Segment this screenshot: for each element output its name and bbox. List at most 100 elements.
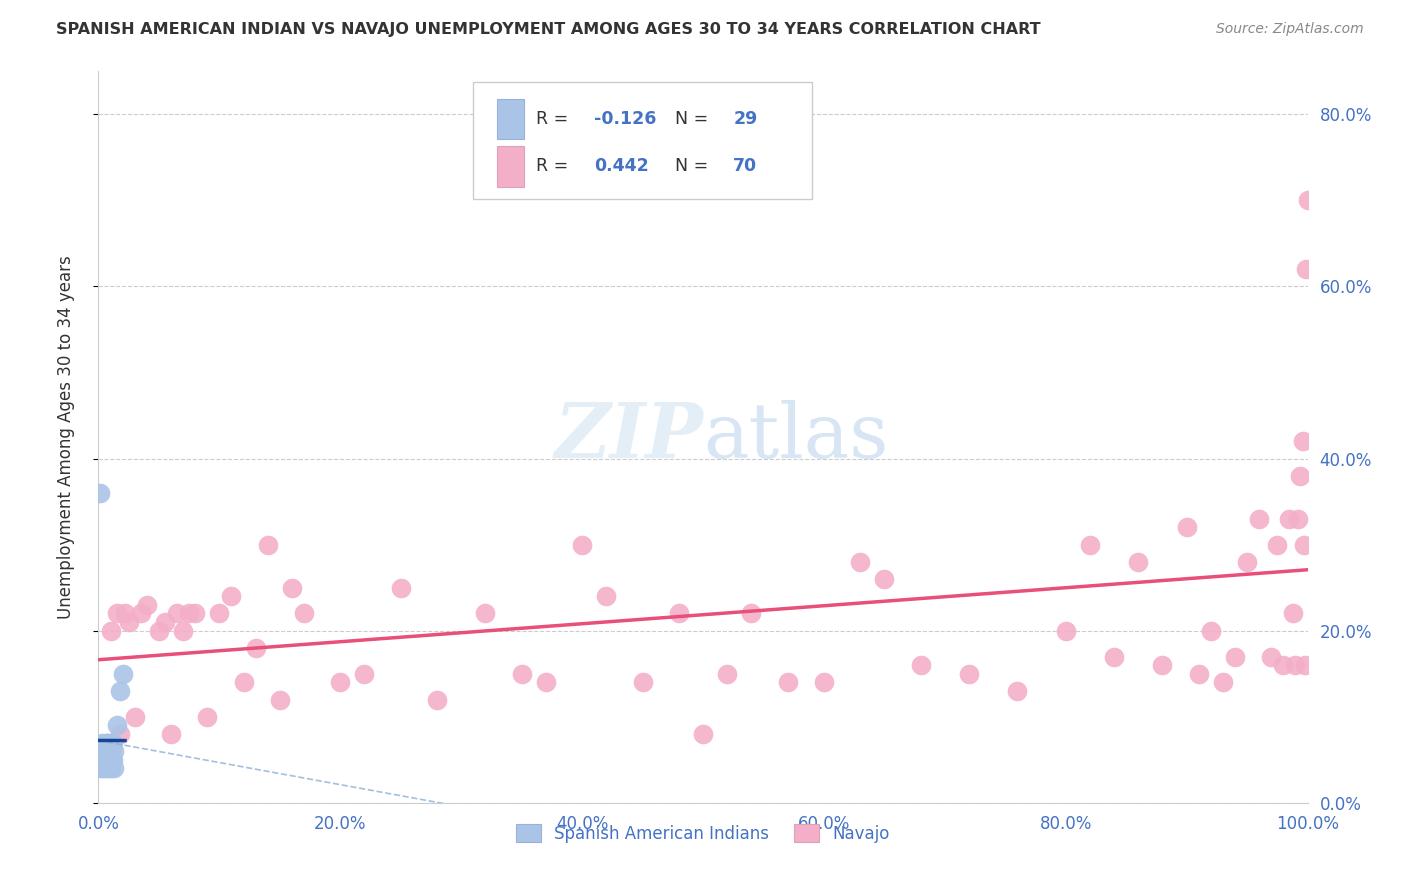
Point [93, 744, 115, 758]
Point [103, 744, 125, 758]
Point [873, 572, 896, 586]
Point [118, 615, 141, 629]
Point [1292, 434, 1315, 449]
Text: -0.126: -0.126 [595, 110, 657, 128]
Point [101, 735, 124, 749]
Point [195, 710, 218, 724]
Point [1294, 658, 1316, 673]
Point [221, 589, 243, 603]
Point [329, 675, 352, 690]
Text: 29: 29 [734, 110, 758, 128]
Legend: Spanish American Indians, Navajo: Spanish American Indians, Navajo [509, 818, 897, 849]
Point [957, 666, 980, 681]
Point [292, 607, 315, 621]
Point [1249, 512, 1271, 526]
Point [1296, 194, 1319, 208]
Point [98, 753, 121, 767]
Point [1284, 658, 1306, 673]
Bar [498, 99, 524, 139]
Point [571, 538, 593, 552]
Point [245, 640, 267, 655]
Text: ZIP: ZIP [554, 401, 703, 474]
Bar [498, 146, 524, 186]
Point [510, 666, 533, 681]
Point [153, 615, 176, 629]
Point [96, 735, 118, 749]
Point [100, 753, 122, 767]
Point [1054, 624, 1077, 638]
Point [353, 666, 375, 681]
Point [776, 675, 799, 690]
Point [692, 727, 714, 741]
Text: atlas: atlas [703, 401, 889, 474]
Point [94, 744, 117, 758]
Point [94, 735, 117, 749]
Point [89, 486, 111, 500]
Text: R =: R = [536, 158, 574, 176]
Point [740, 607, 762, 621]
Point [1152, 658, 1174, 673]
Point [89, 761, 111, 775]
Point [813, 675, 835, 690]
Point [1007, 684, 1029, 698]
Point [90, 744, 112, 758]
Point [716, 666, 738, 681]
Point [910, 658, 932, 673]
Text: N =: N = [675, 110, 714, 128]
Point [1078, 538, 1101, 552]
Point [90, 753, 112, 767]
Text: N =: N = [675, 158, 714, 176]
Point [100, 735, 122, 749]
Point [1199, 624, 1222, 638]
Point [1260, 649, 1282, 664]
Point [100, 761, 122, 775]
Point [108, 684, 131, 698]
Point [1175, 520, 1198, 534]
Point [166, 607, 188, 621]
Point [103, 761, 125, 775]
Point [426, 692, 449, 706]
Point [1282, 607, 1305, 621]
FancyBboxPatch shape [474, 82, 811, 200]
Point [1292, 538, 1315, 552]
Point [91, 735, 114, 749]
Point [1267, 538, 1289, 552]
Point [93, 753, 115, 767]
Point [148, 624, 170, 638]
Point [91, 761, 114, 775]
Point [184, 607, 207, 621]
Point [98, 735, 121, 749]
Point [124, 710, 146, 724]
Point [172, 624, 194, 638]
Point [1289, 468, 1312, 483]
Point [1278, 512, 1301, 526]
Point [105, 607, 128, 621]
Point [1212, 675, 1234, 690]
Point [256, 538, 278, 552]
Point [160, 727, 183, 741]
Point [668, 607, 690, 621]
Point [91, 753, 114, 767]
Point [129, 607, 152, 621]
Text: SPANISH AMERICAN INDIAN VS NAVAJO UNEMPLOYMENT AMONG AGES 30 TO 34 YEARS CORRELA: SPANISH AMERICAN INDIAN VS NAVAJO UNEMPL… [56, 22, 1040, 37]
Point [474, 607, 496, 621]
Text: 0.442: 0.442 [595, 158, 650, 176]
Point [1286, 512, 1309, 526]
Y-axis label: Unemployment Among Ages 30 to 34 years: Unemployment Among Ages 30 to 34 years [56, 255, 75, 619]
Point [97, 761, 120, 775]
Point [111, 666, 134, 681]
Point [1102, 649, 1125, 664]
Point [1128, 555, 1150, 569]
Point [114, 607, 136, 621]
Point [269, 692, 291, 706]
Text: Source: ZipAtlas.com: Source: ZipAtlas.com [1216, 22, 1364, 37]
Point [108, 727, 131, 741]
Point [100, 624, 122, 638]
Point [595, 589, 617, 603]
Point [135, 598, 157, 612]
Point [631, 675, 654, 690]
Point [389, 581, 412, 595]
Point [1295, 262, 1317, 277]
Point [208, 607, 231, 621]
Point [1223, 649, 1246, 664]
